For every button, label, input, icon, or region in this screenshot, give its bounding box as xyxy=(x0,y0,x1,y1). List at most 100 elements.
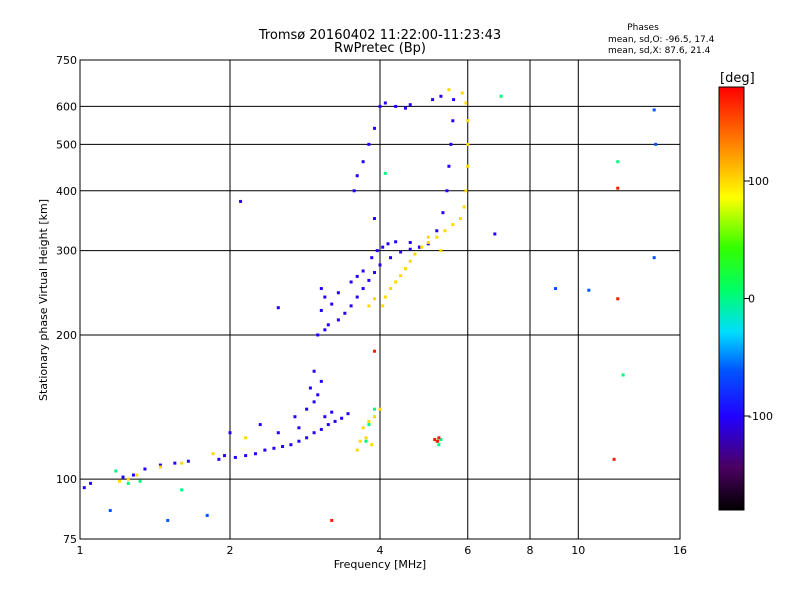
x-tick-label: 8 xyxy=(527,544,534,557)
y-tick-label: 100 xyxy=(56,473,77,486)
data-point xyxy=(333,419,337,423)
data-point xyxy=(493,232,497,236)
data-point xyxy=(378,104,382,108)
data-point xyxy=(458,217,462,221)
data-point xyxy=(383,295,387,299)
data-point xyxy=(323,295,327,299)
data-point xyxy=(349,304,353,308)
data-point xyxy=(364,439,368,443)
data-point xyxy=(326,423,330,427)
data-point xyxy=(281,444,285,448)
data-point xyxy=(466,164,470,168)
y-tick-label: 200 xyxy=(56,329,77,342)
data-point xyxy=(316,333,320,337)
data-point xyxy=(381,245,385,249)
stats-x-mode: mean, sd,X: 87.6, 21.4 xyxy=(608,46,711,56)
data-points xyxy=(82,88,658,522)
data-point xyxy=(373,271,377,275)
data-point xyxy=(654,142,658,146)
data-point xyxy=(336,291,340,295)
data-point xyxy=(223,454,227,458)
colorbar-tick-label: -100 xyxy=(748,410,773,423)
chart-subtitle: RwPretec (Bp) xyxy=(334,41,426,56)
data-point xyxy=(370,256,374,260)
data-point xyxy=(205,513,209,517)
data-point xyxy=(616,186,620,190)
data-point xyxy=(460,91,464,95)
data-point xyxy=(367,304,371,308)
data-point xyxy=(158,465,162,469)
data-point xyxy=(378,407,382,411)
data-point xyxy=(108,509,112,513)
y-axis-label: Stationary phase Virtual Height [km] xyxy=(37,199,50,401)
data-point xyxy=(466,119,470,123)
data-point xyxy=(361,269,365,273)
data-point xyxy=(305,436,309,440)
data-point xyxy=(166,518,170,522)
data-point xyxy=(445,189,449,193)
data-point xyxy=(293,415,297,419)
data-point xyxy=(367,419,371,423)
colorbar: [deg] 100 0 -100 xyxy=(718,71,773,511)
data-point xyxy=(437,436,441,440)
data-point xyxy=(464,189,468,193)
data-point xyxy=(435,235,439,239)
data-point xyxy=(452,98,456,102)
data-point xyxy=(449,142,453,146)
data-point xyxy=(433,438,437,442)
data-point xyxy=(417,245,421,249)
data-point xyxy=(436,439,440,443)
data-point xyxy=(312,431,316,435)
data-point xyxy=(121,475,125,479)
data-point xyxy=(616,297,620,301)
data-point xyxy=(276,306,280,310)
data-point xyxy=(375,249,379,253)
data-point xyxy=(131,473,135,477)
data-point xyxy=(652,108,656,112)
data-point xyxy=(373,297,377,301)
data-point xyxy=(394,240,398,244)
data-point xyxy=(346,412,350,416)
x-tick-label: 6 xyxy=(464,544,471,557)
data-point xyxy=(276,431,280,435)
data-point xyxy=(439,94,443,98)
colorbar-label: [deg] xyxy=(720,71,755,86)
data-point xyxy=(319,379,323,383)
y-tick-label: 300 xyxy=(56,245,77,258)
data-point xyxy=(462,205,466,209)
data-point xyxy=(386,242,390,246)
data-point xyxy=(355,295,359,299)
data-point xyxy=(373,407,377,411)
data-point xyxy=(451,119,455,123)
y-tick-label: 75 xyxy=(63,533,77,546)
data-point xyxy=(323,415,327,419)
data-point xyxy=(373,126,377,130)
data-point xyxy=(330,410,334,414)
data-point xyxy=(394,104,398,108)
y-tick-label: 600 xyxy=(56,100,77,113)
data-point xyxy=(403,106,407,110)
data-point xyxy=(340,416,344,420)
data-point xyxy=(355,274,359,278)
data-point xyxy=(272,446,276,450)
data-point xyxy=(217,457,221,461)
x-tick-label: 10 xyxy=(571,544,585,557)
data-point xyxy=(358,439,362,443)
data-point xyxy=(447,88,451,92)
data-point xyxy=(312,400,316,404)
data-point xyxy=(349,280,353,284)
data-point xyxy=(244,436,248,440)
data-point xyxy=(373,349,377,353)
data-point xyxy=(408,103,412,107)
data-point xyxy=(435,229,439,233)
data-point xyxy=(323,328,327,332)
data-point xyxy=(186,459,190,463)
colorbar-tick-label: 0 xyxy=(748,293,755,306)
data-point xyxy=(408,247,412,251)
data-point xyxy=(367,142,371,146)
data-point xyxy=(343,311,347,315)
data-point xyxy=(308,386,312,390)
data-point xyxy=(383,171,387,175)
data-point xyxy=(233,455,237,459)
